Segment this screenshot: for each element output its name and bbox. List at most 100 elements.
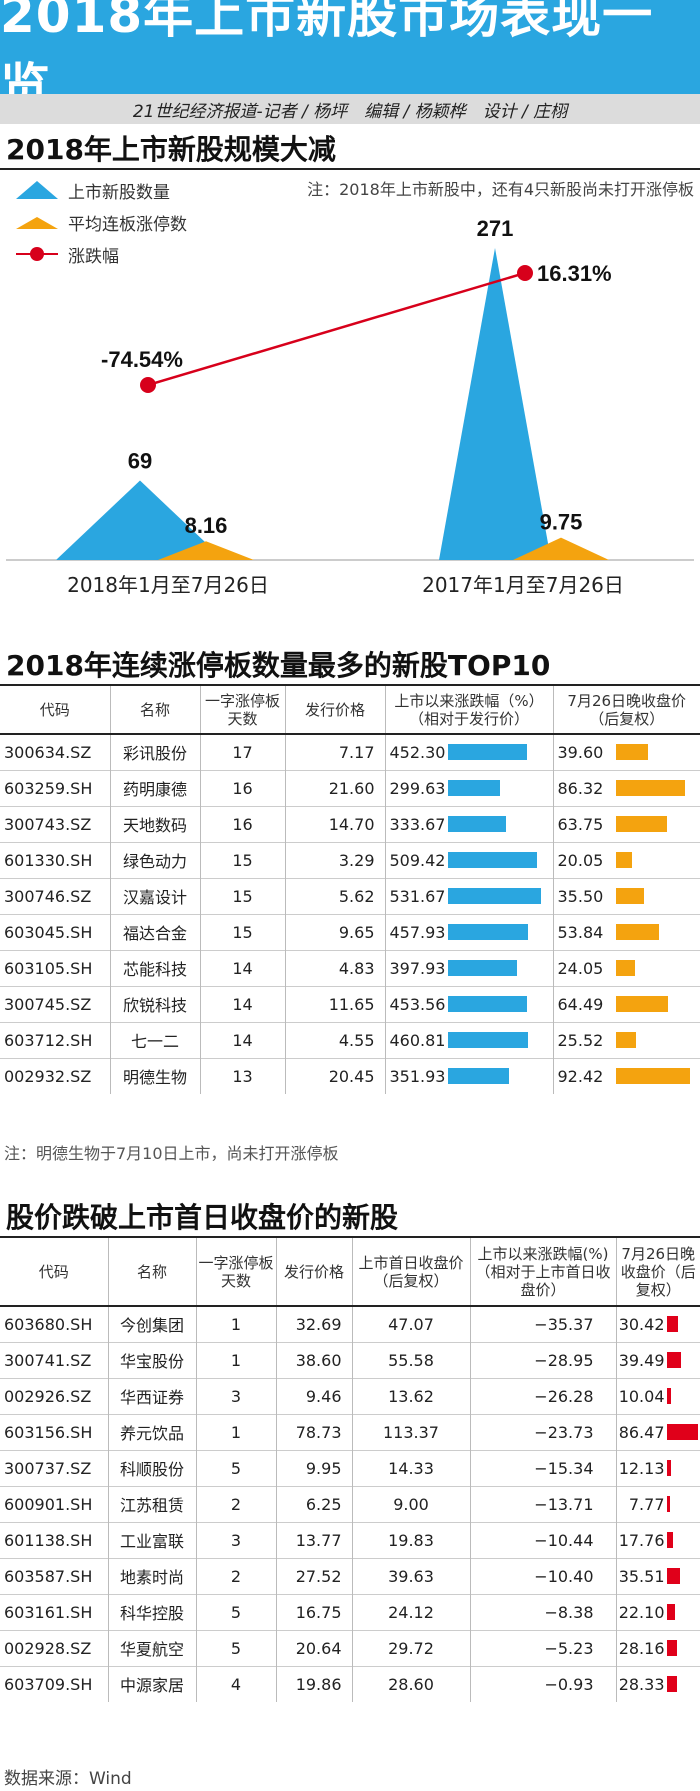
red-line-dot-icon — [16, 247, 58, 261]
change-bar — [447, 852, 537, 868]
name-cell: 华宝股份 — [107, 1341, 196, 1378]
first-close-cell: 113.37 — [351, 1413, 470, 1450]
days-cell: 13 — [199, 1057, 285, 1094]
change-value: 457.93 — [389, 922, 446, 942]
close-bar-wrap: 35.51 — [619, 1567, 699, 1586]
close-cell: 20.05 — [552, 841, 700, 878]
close-bar — [615, 1032, 636, 1048]
col-header-close: 7月26日晚收盘价（后复权） — [552, 686, 700, 735]
change-cell: 509.42 — [384, 841, 553, 878]
close-value: 63.75 — [557, 814, 604, 834]
close-value: 86.32 — [557, 778, 604, 798]
below-first-day-table: 代码 名称 一字涨停板天数 发行价格 上市首日收盘价（后复权） 上市以来涨跌幅(… — [0, 1238, 700, 1702]
change-value: 460.81 — [389, 1030, 446, 1050]
close-cell: 92.42 — [552, 1057, 700, 1094]
name-cell: 天地数码 — [109, 805, 200, 842]
code-cell: 603161.SH — [0, 1593, 108, 1630]
count-area-2018 — [56, 480, 224, 560]
change-bar-wrap: 299.63 — [390, 779, 549, 798]
change-bar-wrap: 397.93 — [390, 959, 549, 978]
section2-rule — [0, 684, 700, 686]
change-value: 299.63 — [389, 778, 446, 798]
close-bar — [666, 1460, 671, 1476]
close-bar-wrap: 22.10 — [619, 1603, 699, 1622]
change-point-2018 — [140, 377, 156, 393]
close-cell: 39.49 — [615, 1341, 700, 1378]
code-cell: 002926.SZ — [0, 1377, 108, 1414]
change-cell: −10.40 — [469, 1557, 616, 1594]
change-bar — [447, 816, 506, 832]
change-bar-wrap: 457.93 — [390, 923, 549, 942]
close-value: 7.77 — [628, 1494, 665, 1514]
orange-triangle-icon — [16, 217, 58, 229]
change-cell: 531.67 — [384, 877, 553, 914]
code-cell: 600901.SH — [0, 1485, 108, 1522]
change-bar — [447, 1032, 528, 1048]
code-cell: 300746.SZ — [0, 877, 110, 914]
price-cell: 20.45 — [284, 1057, 385, 1094]
change-cell: −26.28 — [469, 1377, 616, 1414]
table-row: 603045.SH 福达合金 15 9.65 457.93 53.84 — [0, 913, 700, 950]
change-bar — [447, 960, 517, 976]
change-bar — [447, 1068, 509, 1085]
code-cell: 300745.SZ — [0, 985, 110, 1022]
price-cell: 9.95 — [275, 1449, 352, 1486]
close-bar — [615, 924, 659, 940]
name-cell: 科华控股 — [107, 1593, 196, 1630]
change-bar — [447, 888, 541, 904]
close-bar — [615, 852, 632, 868]
change-value: 531.67 — [389, 886, 446, 906]
name-cell: 欣锐科技 — [109, 985, 200, 1022]
close-cell: 64.49 — [552, 985, 700, 1022]
price-cell: 7.17 — [284, 733, 385, 770]
close-bar — [666, 1604, 675, 1620]
first-close-cell: 13.62 — [351, 1377, 470, 1414]
table-row: 603105.SH 芯能科技 14 4.83 397.93 24.05 — [0, 949, 700, 986]
change-value: 333.67 — [389, 814, 446, 834]
close-value: 86.47 — [618, 1422, 665, 1442]
price-cell: 78.73 — [275, 1413, 352, 1450]
table-row: 300745.SZ 欣锐科技 14 11.65 453.56 64.49 — [0, 985, 700, 1022]
close-value: 35.50 — [557, 886, 604, 906]
days-cell: 1 — [195, 1305, 276, 1342]
days-cell: 14 — [199, 949, 285, 986]
change-cell: 452.30 — [384, 733, 553, 770]
name-cell: 七一二 — [109, 1021, 200, 1058]
first-close-cell: 55.58 — [351, 1341, 470, 1378]
name-cell: 彩讯股份 — [109, 733, 200, 770]
change-value: 509.42 — [389, 850, 446, 870]
close-cell: 28.16 — [615, 1629, 700, 1666]
first-close-cell: 28.60 — [351, 1665, 470, 1702]
price-cell: 20.64 — [275, 1629, 352, 1666]
name-cell: 福达合金 — [109, 913, 200, 950]
close-bar — [666, 1640, 677, 1656]
days-cell: 3 — [195, 1521, 276, 1558]
close-bar — [666, 1388, 671, 1404]
price-cell: 11.65 — [284, 985, 385, 1022]
days-cell: 2 — [195, 1557, 276, 1594]
close-value: 39.49 — [618, 1350, 665, 1370]
days-cell: 14 — [199, 1021, 285, 1058]
title-banner: 2018年上市新股市场表现一览 — [0, 0, 700, 116]
price-cell: 16.75 — [275, 1593, 352, 1630]
avg-area-2018 — [158, 541, 254, 560]
change-point-2017 — [517, 265, 533, 281]
col-header-days: 一字涨停板天数 — [199, 686, 285, 735]
section2-title: 2018年连续涨停板数量最多的新股TOP10 — [6, 649, 551, 682]
close-bar — [615, 744, 648, 761]
change-cell: 351.93 — [384, 1057, 553, 1094]
close-cell: 53.84 — [552, 913, 700, 950]
close-cell: 28.33 — [615, 1665, 700, 1702]
close-bar-wrap: 30.42 — [619, 1315, 699, 1334]
change-cell: −10.44 — [469, 1521, 616, 1558]
change-cell: −8.38 — [469, 1593, 616, 1630]
name-cell: 绿色动力 — [109, 841, 200, 878]
change-cell: 397.93 — [384, 949, 553, 986]
price-cell: 5.62 — [284, 877, 385, 914]
close-cell: 12.13 — [615, 1449, 700, 1486]
table-row: 300743.SZ 天地数码 16 14.70 333.67 63.75 — [0, 805, 700, 842]
table-row: 603161.SH 科华控股 5 16.75 24.12 −8.38 22.10 — [0, 1593, 700, 1630]
table-row: 300741.SZ 华宝股份 1 38.60 55.58 −28.95 39.49 — [0, 1341, 700, 1378]
name-cell: 今创集团 — [107, 1305, 196, 1342]
close-bar — [666, 1496, 670, 1512]
